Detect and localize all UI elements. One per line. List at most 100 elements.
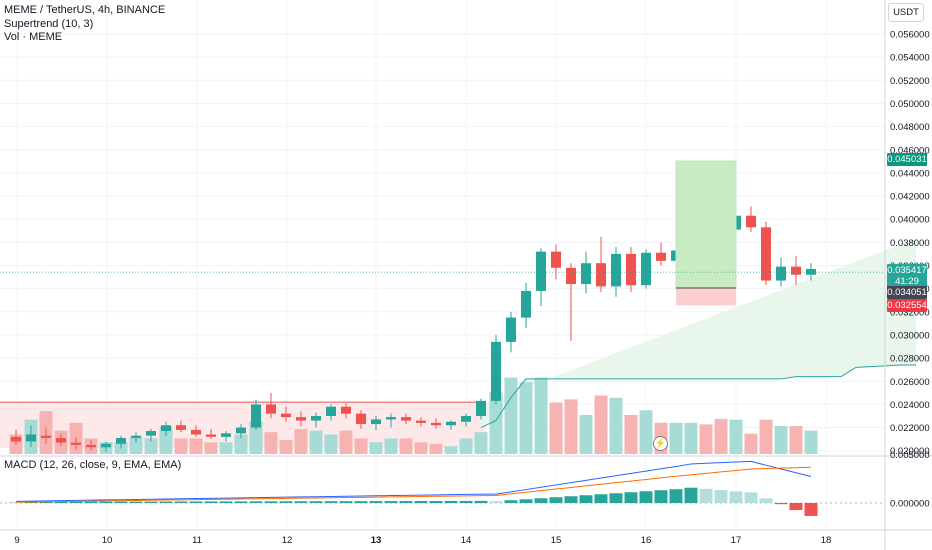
- candle-body: [176, 425, 186, 430]
- y-tick-label: 0.020000: [890, 446, 930, 457]
- candle: [26, 425, 36, 448]
- volume-bar: [294, 429, 308, 454]
- volume-bar: [249, 421, 263, 454]
- y-tick-label: 0.054000: [890, 53, 930, 64]
- macd-histogram-bar: [789, 503, 803, 511]
- supertrend-legend[interactable]: Supertrend (10, 3): [4, 18, 94, 30]
- candle: [221, 431, 231, 442]
- candle: [476, 398, 486, 420]
- macd-histogram-bar: [459, 500, 473, 503]
- y-tick-label: 0.032000: [890, 307, 930, 318]
- candle: [656, 242, 666, 266]
- candle: [491, 334, 501, 405]
- candle-body: [296, 417, 306, 421]
- supertrend-lower-line: [480, 364, 916, 429]
- candle: [431, 418, 441, 429]
- candle: [191, 425, 201, 437]
- macd-histogram-bar: [624, 492, 638, 503]
- candle: [101, 441, 111, 452]
- volume-bar: [174, 438, 188, 454]
- volume-bar: [384, 438, 398, 454]
- volume-bar: [204, 442, 218, 454]
- macd-pane: [0, 460, 885, 516]
- macd-histogram-bar: [684, 487, 698, 503]
- volume-bar: [234, 434, 248, 454]
- volume-bar: [609, 397, 623, 454]
- candle-body: [251, 404, 261, 428]
- candle-body: [326, 406, 336, 416]
- candle-body: [461, 415, 471, 422]
- macd-line: [15, 460, 812, 502]
- x-tick-label: 14: [461, 535, 472, 546]
- candle: [326, 404, 336, 421]
- volume-bar: [279, 439, 293, 454]
- macd-histogram-bar: [324, 501, 338, 503]
- candle-body: [56, 437, 66, 443]
- macd-histogram-bar: [714, 490, 728, 503]
- macd-histogram-bar: [159, 501, 173, 503]
- macd-histogram-bar: [534, 498, 548, 503]
- macd-legend[interactable]: MACD (12, 26, close, 9, EMA, EMA): [4, 459, 182, 471]
- volume-legend[interactable]: Vol · MEME: [4, 31, 63, 43]
- macd-histogram-bar: [489, 501, 503, 503]
- candle-body: [761, 227, 771, 281]
- candle-body: [551, 251, 561, 268]
- volume-bar: [339, 430, 353, 454]
- candle: [791, 256, 801, 286]
- currency-button[interactable]: USDT: [888, 3, 924, 22]
- macd-histogram-bar: [249, 501, 263, 503]
- candle: [296, 411, 306, 427]
- volume-bar: [639, 410, 653, 454]
- volume-bar: [804, 430, 818, 454]
- supertrend-uptrend-fill: [481, 238, 916, 428]
- candle: [131, 432, 141, 443]
- volume-bar: [669, 422, 683, 454]
- candle-body: [41, 435, 51, 438]
- volume-bar: [399, 438, 413, 454]
- candle-body: [221, 433, 231, 437]
- x-tick-label: 12: [282, 535, 293, 546]
- candle: [746, 206, 756, 232]
- symbol-legend[interactable]: MEME / TetherUS, 4h, BINANCE: [4, 4, 166, 16]
- supertrend-lines: [0, 364, 916, 429]
- lightning-icon[interactable]: ⚡: [653, 436, 668, 451]
- macd-tick-label: 0.005000: [890, 450, 930, 461]
- candle-body: [431, 422, 441, 426]
- volume-bar: [624, 415, 638, 454]
- candle: [506, 311, 516, 353]
- macd-histogram-bar: [99, 501, 113, 503]
- candle-body: [311, 415, 321, 421]
- candle-body: [506, 317, 516, 342]
- macd-histogram-bar: [429, 501, 443, 503]
- candle: [416, 417, 426, 427]
- macd-histogram-bar: [339, 501, 353, 503]
- macd-histogram-bar: [444, 500, 458, 503]
- candle: [521, 282, 531, 329]
- candle-body: [341, 406, 351, 414]
- macd-histogram-bar: [84, 501, 98, 503]
- candle-body: [596, 263, 606, 287]
- volume-bar: [189, 438, 203, 454]
- macd-histogram-bar: [414, 501, 428, 503]
- candle-body: [131, 435, 141, 438]
- y-tick-label: 0.052000: [890, 76, 930, 87]
- long-position-tool[interactable]: [0, 160, 885, 306]
- x-tick-label: 9: [14, 535, 19, 546]
- candle: [251, 399, 261, 430]
- candle-body: [401, 417, 411, 421]
- y-tick-label: 0.040000: [890, 215, 930, 226]
- volume-bar: [594, 395, 608, 454]
- candle-body: [521, 290, 531, 318]
- candle-body: [101, 443, 111, 448]
- candle-body: [626, 253, 636, 286]
- candle: [461, 413, 471, 427]
- x-tick-label: 15: [551, 535, 562, 546]
- candle-body: [116, 437, 126, 444]
- macd-histogram-bar: [264, 501, 278, 503]
- candle: [761, 221, 771, 286]
- volume-bar: [369, 442, 383, 454]
- x-tick-label: 13: [371, 535, 382, 546]
- y-tick-label: 0.026000: [890, 377, 930, 388]
- volume-bar: [534, 377, 548, 454]
